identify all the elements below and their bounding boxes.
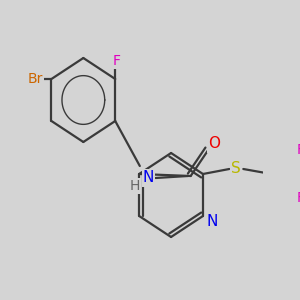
Text: F: F	[113, 54, 121, 68]
Text: N: N	[206, 214, 218, 229]
Text: F: F	[296, 191, 300, 205]
Text: F: F	[296, 143, 300, 157]
Text: S: S	[231, 161, 241, 176]
Text: N: N	[143, 170, 154, 185]
Text: O: O	[208, 136, 220, 152]
Text: H: H	[129, 179, 140, 193]
Text: Br: Br	[28, 72, 43, 86]
